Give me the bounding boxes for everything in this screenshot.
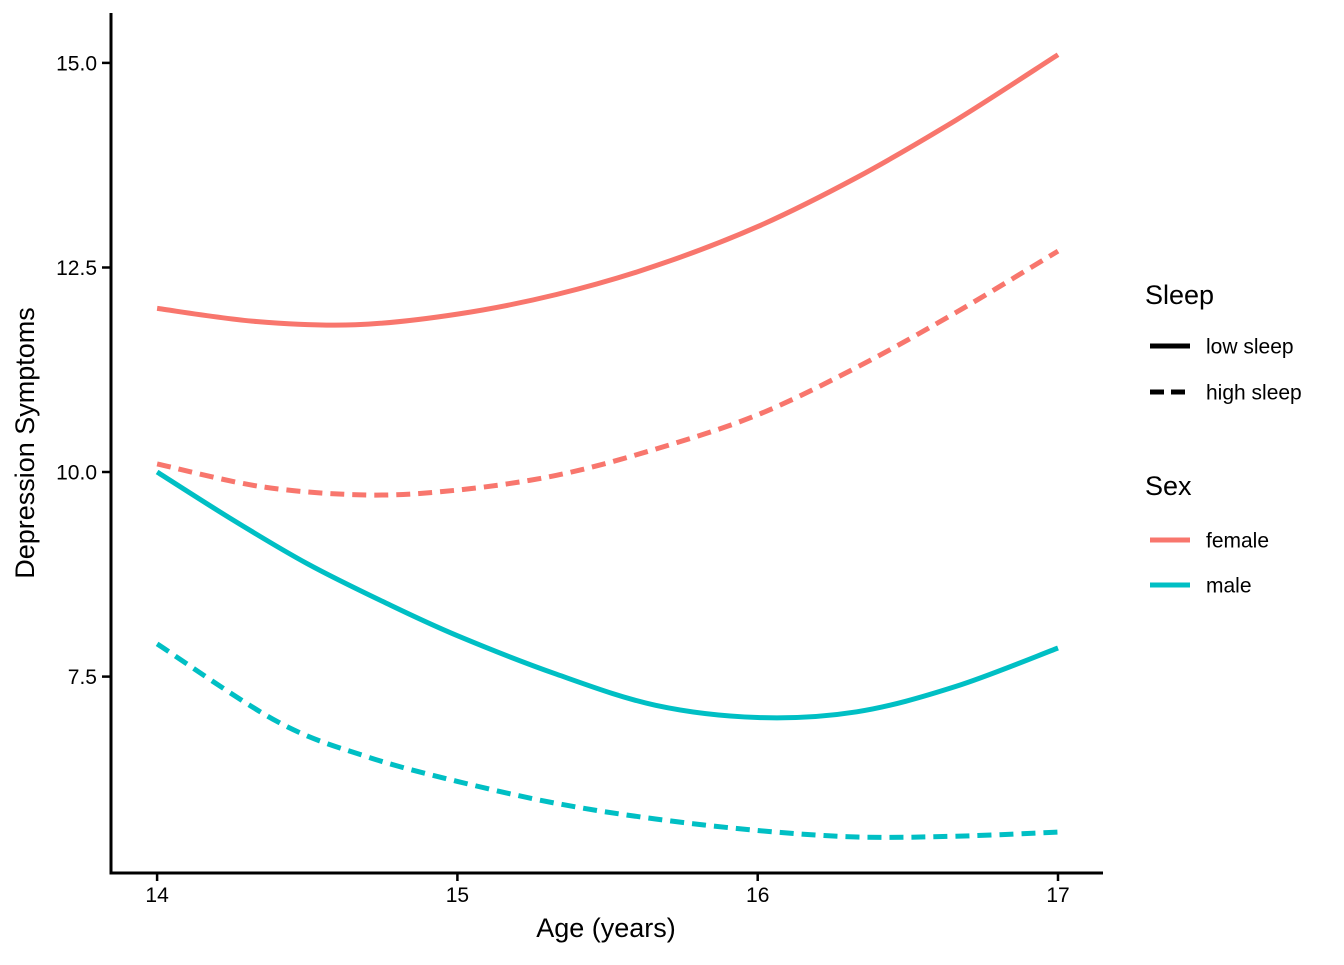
curves-layer — [155, 52, 1060, 840]
series-female-low-sleep — [156, 52, 1060, 328]
legend-label-high-sleep: high sleep — [1206, 382, 1302, 405]
x-tick-label: 17 — [1046, 884, 1069, 907]
series-male-high-sleep — [155, 641, 1059, 840]
series-male-low-sleep — [155, 469, 1059, 721]
x-axis-ticks: 14 15 16 17 — [145, 873, 1070, 907]
y-axis-ticks: 7.5 10.0 12.5 15.0 — [56, 52, 110, 689]
series-female-high-sleep — [156, 248, 1060, 498]
legend-sex-title: Sex — [1145, 471, 1192, 501]
x-tick-label: 16 — [746, 884, 769, 907]
legend-label-male: male — [1206, 575, 1252, 598]
legend: Sleep low sleep high sleep Sex female ma… — [1145, 280, 1302, 598]
legend-label-low-sleep: low sleep — [1206, 336, 1294, 359]
y-tick-label: 7.5 — [68, 666, 97, 689]
y-tick-label: 12.5 — [56, 257, 97, 280]
y-axis-title: Depression Symptoms — [10, 307, 40, 579]
y-tick-label: 15.0 — [56, 52, 97, 75]
y-tick-label: 10.0 — [56, 462, 97, 485]
x-tick-label: 14 — [145, 884, 169, 907]
x-axis-title: Age (years) — [536, 913, 676, 943]
x-tick-label: 15 — [446, 884, 469, 907]
legend-sleep-title: Sleep — [1145, 280, 1214, 310]
legend-label-female: female — [1206, 530, 1269, 553]
